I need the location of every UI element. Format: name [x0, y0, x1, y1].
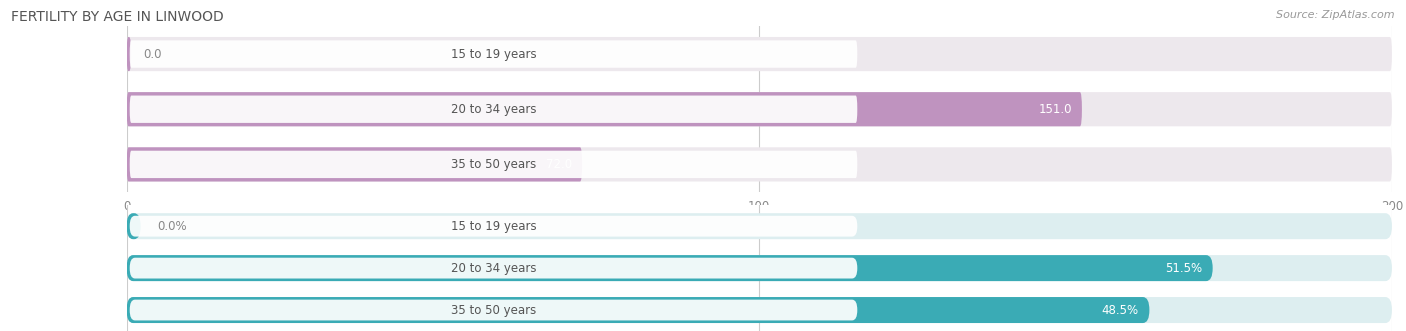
Text: 72.0: 72.0 — [547, 158, 572, 171]
FancyBboxPatch shape — [127, 37, 1392, 71]
FancyBboxPatch shape — [129, 151, 858, 178]
Text: 151.0: 151.0 — [1039, 103, 1073, 116]
Text: 15 to 19 years: 15 to 19 years — [451, 220, 536, 233]
FancyBboxPatch shape — [127, 297, 1150, 323]
FancyBboxPatch shape — [127, 92, 1083, 126]
FancyBboxPatch shape — [127, 92, 1392, 126]
FancyBboxPatch shape — [127, 255, 1392, 281]
FancyBboxPatch shape — [129, 216, 858, 237]
FancyBboxPatch shape — [127, 213, 141, 239]
Text: 35 to 50 years: 35 to 50 years — [451, 304, 536, 316]
Text: 0.0%: 0.0% — [157, 220, 187, 233]
Text: 35 to 50 years: 35 to 50 years — [451, 158, 536, 171]
Text: 15 to 19 years: 15 to 19 years — [451, 48, 536, 61]
FancyBboxPatch shape — [127, 213, 1392, 239]
Text: 51.5%: 51.5% — [1166, 261, 1202, 275]
Text: 48.5%: 48.5% — [1102, 304, 1139, 316]
FancyBboxPatch shape — [127, 37, 131, 71]
FancyBboxPatch shape — [127, 297, 1392, 323]
FancyBboxPatch shape — [127, 147, 582, 181]
Text: Source: ZipAtlas.com: Source: ZipAtlas.com — [1277, 10, 1395, 20]
Text: 20 to 34 years: 20 to 34 years — [451, 103, 536, 116]
Text: 20 to 34 years: 20 to 34 years — [451, 261, 536, 275]
Text: FERTILITY BY AGE IN LINWOOD: FERTILITY BY AGE IN LINWOOD — [11, 10, 224, 24]
FancyBboxPatch shape — [127, 255, 1212, 281]
FancyBboxPatch shape — [129, 258, 858, 278]
FancyBboxPatch shape — [129, 96, 858, 123]
FancyBboxPatch shape — [129, 40, 858, 68]
FancyBboxPatch shape — [127, 147, 1392, 181]
FancyBboxPatch shape — [129, 300, 858, 320]
Text: 0.0: 0.0 — [143, 48, 162, 61]
